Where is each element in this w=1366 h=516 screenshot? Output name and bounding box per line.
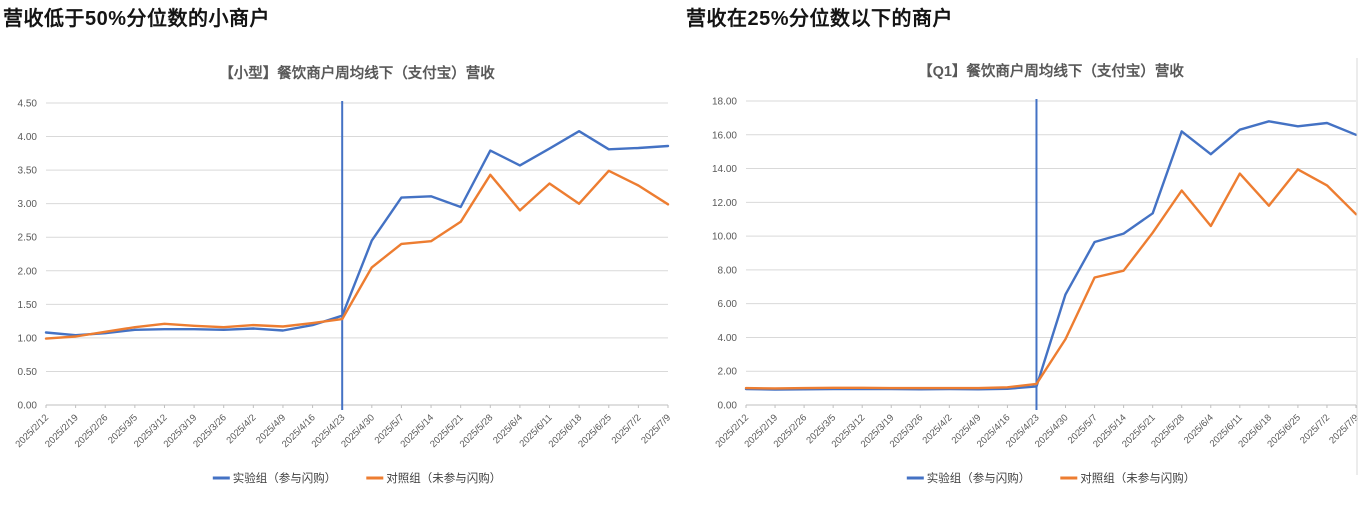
section-heading-right: 营收在25%分位数以下的商户 [686,8,954,30]
y-axis-label: 14.00 [712,164,737,175]
x-axis-label: 2025/7/9 [639,412,673,446]
y-axis-label: 12.00 [712,198,737,209]
y-axis-label: 1.00 [18,333,38,344]
y-axis-label: 16.00 [712,130,737,141]
y-axis-label: 4.00 [718,333,738,344]
y-axis-label: 8.00 [718,265,738,276]
y-axis-label: 1.50 [18,300,38,311]
line-chart-small-merchants: 0.00 0.50 1.00 1.50 2.00 2.50 3.00 3.50 4.00 4.50… [13,64,673,485]
chart-legend: 实验组（参与闪购） 对照组（未参与闪购） [906,471,1195,485]
y-axis-label: 2.00 [18,266,38,277]
legend-label: 对照组（未参与闪购） [386,471,501,485]
series-line-control [44,169,670,340]
x-axis-label: 2025/4/2 [921,412,955,446]
chart-legend: 实验组（参与闪购） 对照组（未参与闪购） [212,471,501,485]
legend-label: 实验组（参与闪购） [927,471,1031,485]
x-axis-label: 2025/7/9 [1327,412,1361,446]
y-axis-label: 3.00 [18,199,38,210]
series-line-treatment [44,129,670,337]
x-axis-label: 2025/7/2 [1298,412,1332,446]
chart-title: 【小型】餐饮商户周均线下（支付宝）营收 [219,64,495,82]
y-axis-label: 6.00 [718,299,738,310]
section-heading-left: 营收低于50%分位数的小商户 [3,8,271,30]
series-line-control [744,168,1358,390]
y-axis-label: 10.00 [712,232,737,243]
y-axis-label: 4.50 [18,99,38,110]
y-axis-label: 0.00 [18,401,38,412]
y-axis-label: 0.50 [18,367,38,378]
chart-panel-q1-merchants: 营收在25%分位数以下的商户 0.00 2.00 4.00 6.00 8.00 10.00… [683,0,1366,516]
series-line-treatment [744,120,1358,391]
y-axis-label: 4.00 [18,132,38,143]
x-axis-label: 2025/7/2 [610,412,644,446]
chart-panel-small-merchants: 营收低于50%分位数的小商户 0.00 0.50 1.00 1.50 2.00 2.50 3… [3,8,673,485]
y-axis-label: 2.50 [18,233,38,244]
y-axis-label: 2.00 [718,367,738,378]
legend-label: 对照组（未参与闪购） [1080,471,1195,485]
legend-label: 实验组（参与闪购） [233,471,336,485]
line-chart-q1-merchants: 0.00 2.00 4.00 6.00 8.00 10.00 12.00 14.00 16.00… [712,58,1361,485]
y-axis-label: 0.00 [718,401,738,412]
x-axis-label: 2025/4/2 [225,412,259,446]
y-axis-label: 18.00 [712,97,737,108]
y-axis-label: 3.50 [18,166,38,177]
chart-title: 【Q1】餐饮商户周均线下（支付宝）营收 [918,62,1184,80]
